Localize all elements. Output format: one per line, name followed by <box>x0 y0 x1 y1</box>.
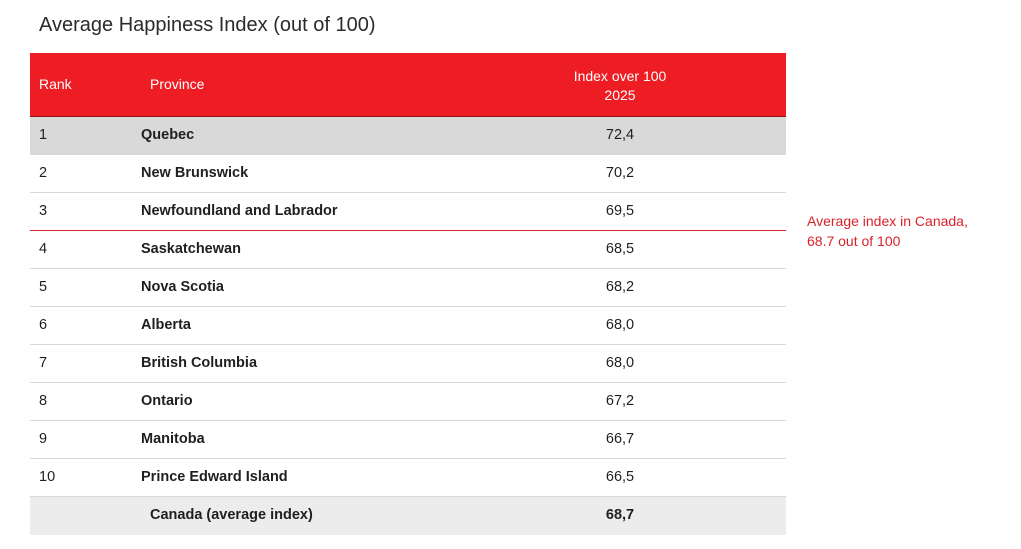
province-cell: British Columbia <box>141 355 258 371</box>
rank-cell: 3 <box>39 203 48 219</box>
table-row: 7 British Columbia 68,0 <box>30 345 786 383</box>
table-row: 3 Newfoundland and Labrador 69,5 <box>30 193 786 231</box>
index-value-cell: 69,5 <box>605 203 635 219</box>
province-cell: Manitoba <box>141 431 205 447</box>
index-value-cell: 67,2 <box>605 393 635 409</box>
rank-cell: 8 <box>39 393 48 409</box>
header-index: Index over 100 2025 <box>540 67 700 105</box>
index-value-cell: 68,0 <box>605 317 635 333</box>
rank-cell: 10 <box>39 469 56 485</box>
table-row: 6 Alberta 68,0 <box>30 307 786 345</box>
province-cell: New Brunswick <box>141 165 249 181</box>
total-row: Canada (average index) 68,7 <box>30 497 786 535</box>
table-row: 10 Prince Edward Island 66,5 <box>30 459 786 497</box>
header-rank: Rank <box>39 76 72 92</box>
average-annotation: Average index in Canada, 68.7 out of 100 <box>807 211 1012 251</box>
rank-cell: 2 <box>39 165 48 181</box>
index-value-cell: 68,5 <box>605 241 635 257</box>
header-index-label: Index over 100 <box>573 68 667 84</box>
table-row: 9 Manitoba 66,7 <box>30 421 786 459</box>
table-row: 4 Saskatchewan 68,5 <box>30 231 786 269</box>
index-value-cell: 68,0 <box>605 355 635 371</box>
annotation-line-1: Average index in Canada, <box>807 213 968 229</box>
province-cell: Newfoundland and Labrador <box>141 203 338 219</box>
table-row: 5 Nova Scotia 68,2 <box>30 269 786 307</box>
table-row: 2 New Brunswick 70,2 <box>30 155 786 193</box>
index-value-cell: 70,2 <box>605 165 635 181</box>
rank-cell: 4 <box>39 241 48 257</box>
table-row: 1 Quebec 72,4 <box>30 117 786 155</box>
province-cell: Saskatchewan <box>141 241 241 257</box>
table-row: 8 Ontario 67,2 <box>30 383 786 421</box>
rank-cell: 1 <box>39 127 48 143</box>
index-value-cell: 66,5 <box>605 469 635 485</box>
ranking-table: Rank Province Index over 100 2025 1 Queb… <box>30 53 786 535</box>
index-value-cell: 66,7 <box>605 431 635 447</box>
index-value-cell: 68,2 <box>605 279 635 295</box>
province-cell: Quebec <box>141 127 195 143</box>
province-cell: Alberta <box>141 317 191 333</box>
index-value-cell: 72,4 <box>605 127 635 143</box>
province-cell: Nova Scotia <box>141 279 224 295</box>
table-header: Rank Province Index over 100 2025 <box>30 53 786 117</box>
province-cell: Ontario <box>141 393 193 409</box>
province-cell: Prince Edward Island <box>141 469 288 485</box>
header-province: Province <box>150 76 205 92</box>
annotation-line-2: 68.7 out of 100 <box>807 233 901 249</box>
chart-title: Average Happiness Index (out of 100) <box>39 14 376 36</box>
rank-cell: 6 <box>39 317 48 333</box>
rank-cell: 7 <box>39 355 48 371</box>
rank-cell: 5 <box>39 279 48 295</box>
total-label: Canada (average index) <box>150 507 313 523</box>
average-marker-line <box>30 230 786 231</box>
rank-cell: 9 <box>39 431 48 447</box>
total-value: 68,7 <box>605 507 635 523</box>
header-index-year: 2025 <box>604 87 636 103</box>
